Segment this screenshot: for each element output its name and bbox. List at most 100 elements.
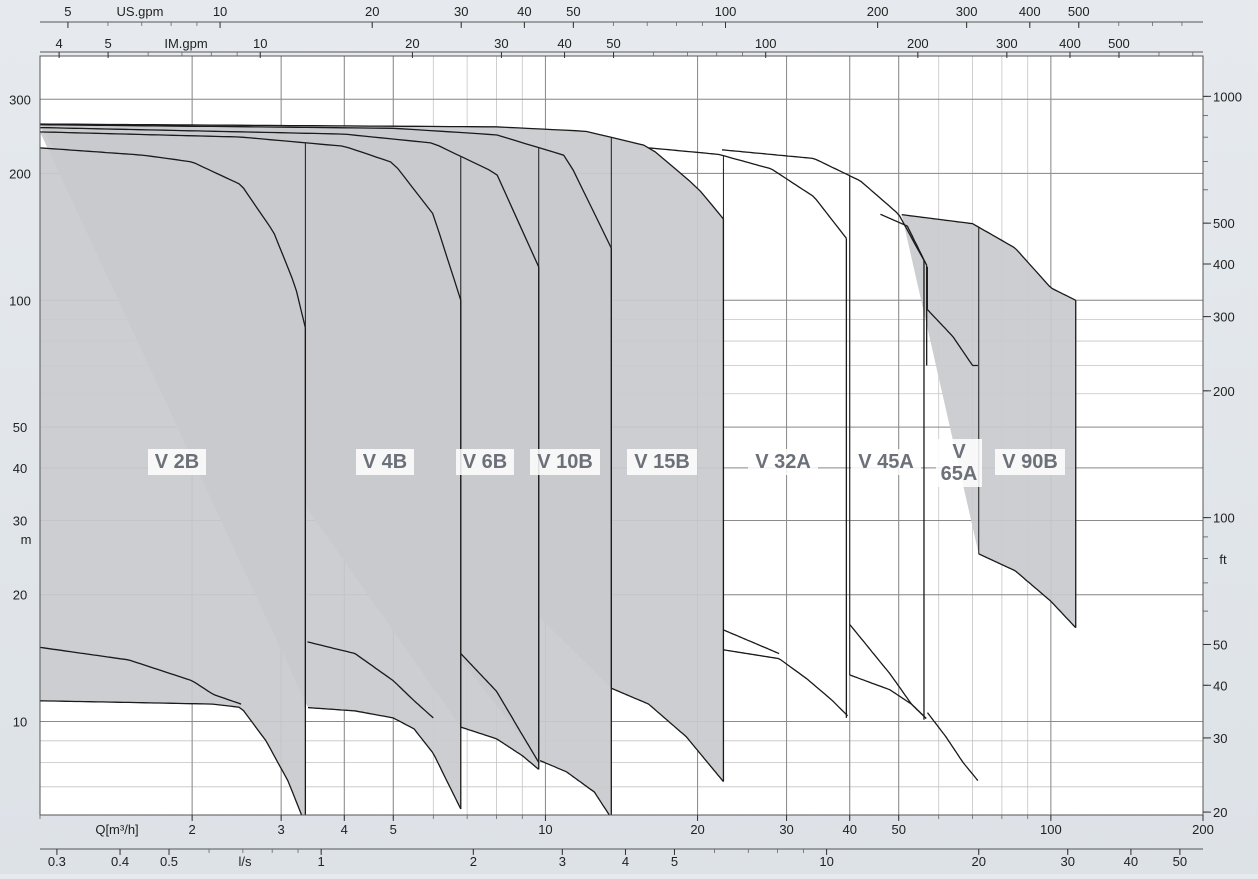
ft-tick-label: 500 xyxy=(1213,216,1235,231)
curve-low-v-6b xyxy=(460,653,540,763)
imgpm-label: 300 xyxy=(996,36,1018,51)
plot-frame xyxy=(39,55,1204,816)
model-label-text: V 4B xyxy=(363,451,407,473)
model-label-bg xyxy=(627,449,697,475)
m-tick-label: 20 xyxy=(13,588,27,603)
m-tick-label: 30 xyxy=(13,514,27,529)
m3h-tick-label: 40 xyxy=(842,822,856,837)
model-label-bg xyxy=(936,439,982,487)
ft-tick-label: 50 xyxy=(1213,637,1227,652)
m3h-tick-label: 3 xyxy=(278,822,285,837)
model-label-bg xyxy=(851,449,921,475)
model-label-v-90b: V 90B xyxy=(995,449,1065,475)
model-label-v-10b: V 10B xyxy=(530,449,600,475)
usgpm-label: 200 xyxy=(867,4,889,19)
model-label-v-15b: V 15B xyxy=(627,449,697,475)
model-label-text: V 90B xyxy=(1002,451,1058,473)
model-label-v-4b: V 4B xyxy=(356,449,414,475)
ls-tick-label: 5 xyxy=(671,854,678,869)
ls-tick-label: 1 xyxy=(318,854,325,869)
m3h-tick-label: 4 xyxy=(341,822,348,837)
m-tick-label: 10 xyxy=(13,715,27,730)
curve-top-v-10b xyxy=(40,124,612,249)
ft-tick-label: 200 xyxy=(1213,384,1235,399)
ls-tick-label: 10 xyxy=(819,854,833,869)
usgpm-label: 400 xyxy=(1019,4,1041,19)
m-unit-label: m xyxy=(21,532,32,547)
m3h-tick-label: 10 xyxy=(538,822,552,837)
curve-low-v-65a xyxy=(926,712,979,782)
curves xyxy=(40,123,1077,815)
curve-top-v-4b xyxy=(40,131,462,301)
ls-tick-label: 3 xyxy=(559,854,566,869)
ls-tick-label: 30 xyxy=(1061,854,1075,869)
m3h-unit-label: Q[m³/h] xyxy=(95,822,138,837)
model-label-text: V 15B xyxy=(634,451,690,473)
model-label-v-6b: V 6B xyxy=(456,449,514,475)
m3h-tick-label: 50 xyxy=(891,822,905,837)
curve-top-v-6b xyxy=(40,126,540,268)
model-label-v-45a: V 45A xyxy=(851,449,921,475)
m3h-tick-label: 30 xyxy=(779,822,793,837)
curve-top-v-2b xyxy=(40,147,307,328)
curve-low-v-45a xyxy=(849,624,927,719)
model-label-v-32a: V 32A xyxy=(748,449,818,475)
imgpm-label: 5 xyxy=(104,36,111,51)
ls-tick-label: 2 xyxy=(470,854,477,869)
curve-top-v-90b xyxy=(901,213,1076,301)
model-label-text: V 2B xyxy=(155,451,199,473)
ls-tick-label: 40 xyxy=(1124,854,1138,869)
usgpm-label: 100 xyxy=(715,4,737,19)
model-label-text: 65A xyxy=(941,463,978,485)
ft-unit-label: ft xyxy=(1219,552,1227,567)
model-label-text: V 10B xyxy=(537,451,593,473)
imgpm-label: 30 xyxy=(494,36,508,51)
m3h-tick-label: 2 xyxy=(189,822,196,837)
curve-bottom-v-4b xyxy=(307,706,462,810)
curve-bottom-v-65a xyxy=(927,309,978,367)
ft-tick-label: 1000 xyxy=(1213,89,1242,104)
ft-tick-label: 20 xyxy=(1213,805,1227,820)
ls-tick-label: 50 xyxy=(1173,854,1187,869)
ls-tick-label: 20 xyxy=(972,854,986,869)
curve-bottom-v-2b xyxy=(40,700,303,815)
m-tick-label: 100 xyxy=(9,293,31,308)
usgpm-label: 300 xyxy=(956,4,978,19)
ls-tick-label: 0.3 xyxy=(48,854,66,869)
ls-unit-label: l/s xyxy=(239,854,253,869)
curve-low-v-4b xyxy=(307,641,434,719)
area-v-90b xyxy=(901,214,1076,628)
imgpm-label: 50 xyxy=(606,36,620,51)
usgpm-label: 40 xyxy=(517,4,531,19)
usgpm-label: 30 xyxy=(454,4,468,19)
model-label-text: V 32A xyxy=(755,451,811,473)
ls-tick-label: 0.5 xyxy=(160,854,178,869)
curve-bottom-v-15b xyxy=(611,687,724,783)
curve-bottom-v-32a xyxy=(723,649,849,717)
imgpm-label: 40 xyxy=(557,36,571,51)
ft-tick-label: 30 xyxy=(1213,731,1227,746)
model-label-bg xyxy=(148,449,206,475)
model-label-v-2b: V 2B xyxy=(148,449,206,475)
ls-tick-label: 0.4 xyxy=(111,854,129,869)
model-label-bg xyxy=(456,449,514,475)
model-label-bg xyxy=(748,449,818,475)
curve-top-v-15b xyxy=(40,123,724,220)
m3h-tick-label: 5 xyxy=(390,822,397,837)
imgpm-label: 20 xyxy=(405,36,419,51)
usgpm-unit-label: US.gpm xyxy=(117,4,164,19)
ft-tick-label: 300 xyxy=(1213,310,1235,325)
curve-bottom-v-6b xyxy=(460,726,540,770)
m-tick-label: 40 xyxy=(13,461,27,476)
curve-bottom-v-90b xyxy=(978,553,1077,629)
imgpm-label: 200 xyxy=(907,36,929,51)
model-label-bg xyxy=(995,449,1065,475)
curve-bottom-v-10b xyxy=(539,759,611,815)
usgpm-label: 20 xyxy=(365,4,379,19)
usgpm-label: 5 xyxy=(64,4,71,19)
model-label-text: V 6B xyxy=(463,451,507,473)
imgpm-label: 10 xyxy=(253,36,267,51)
